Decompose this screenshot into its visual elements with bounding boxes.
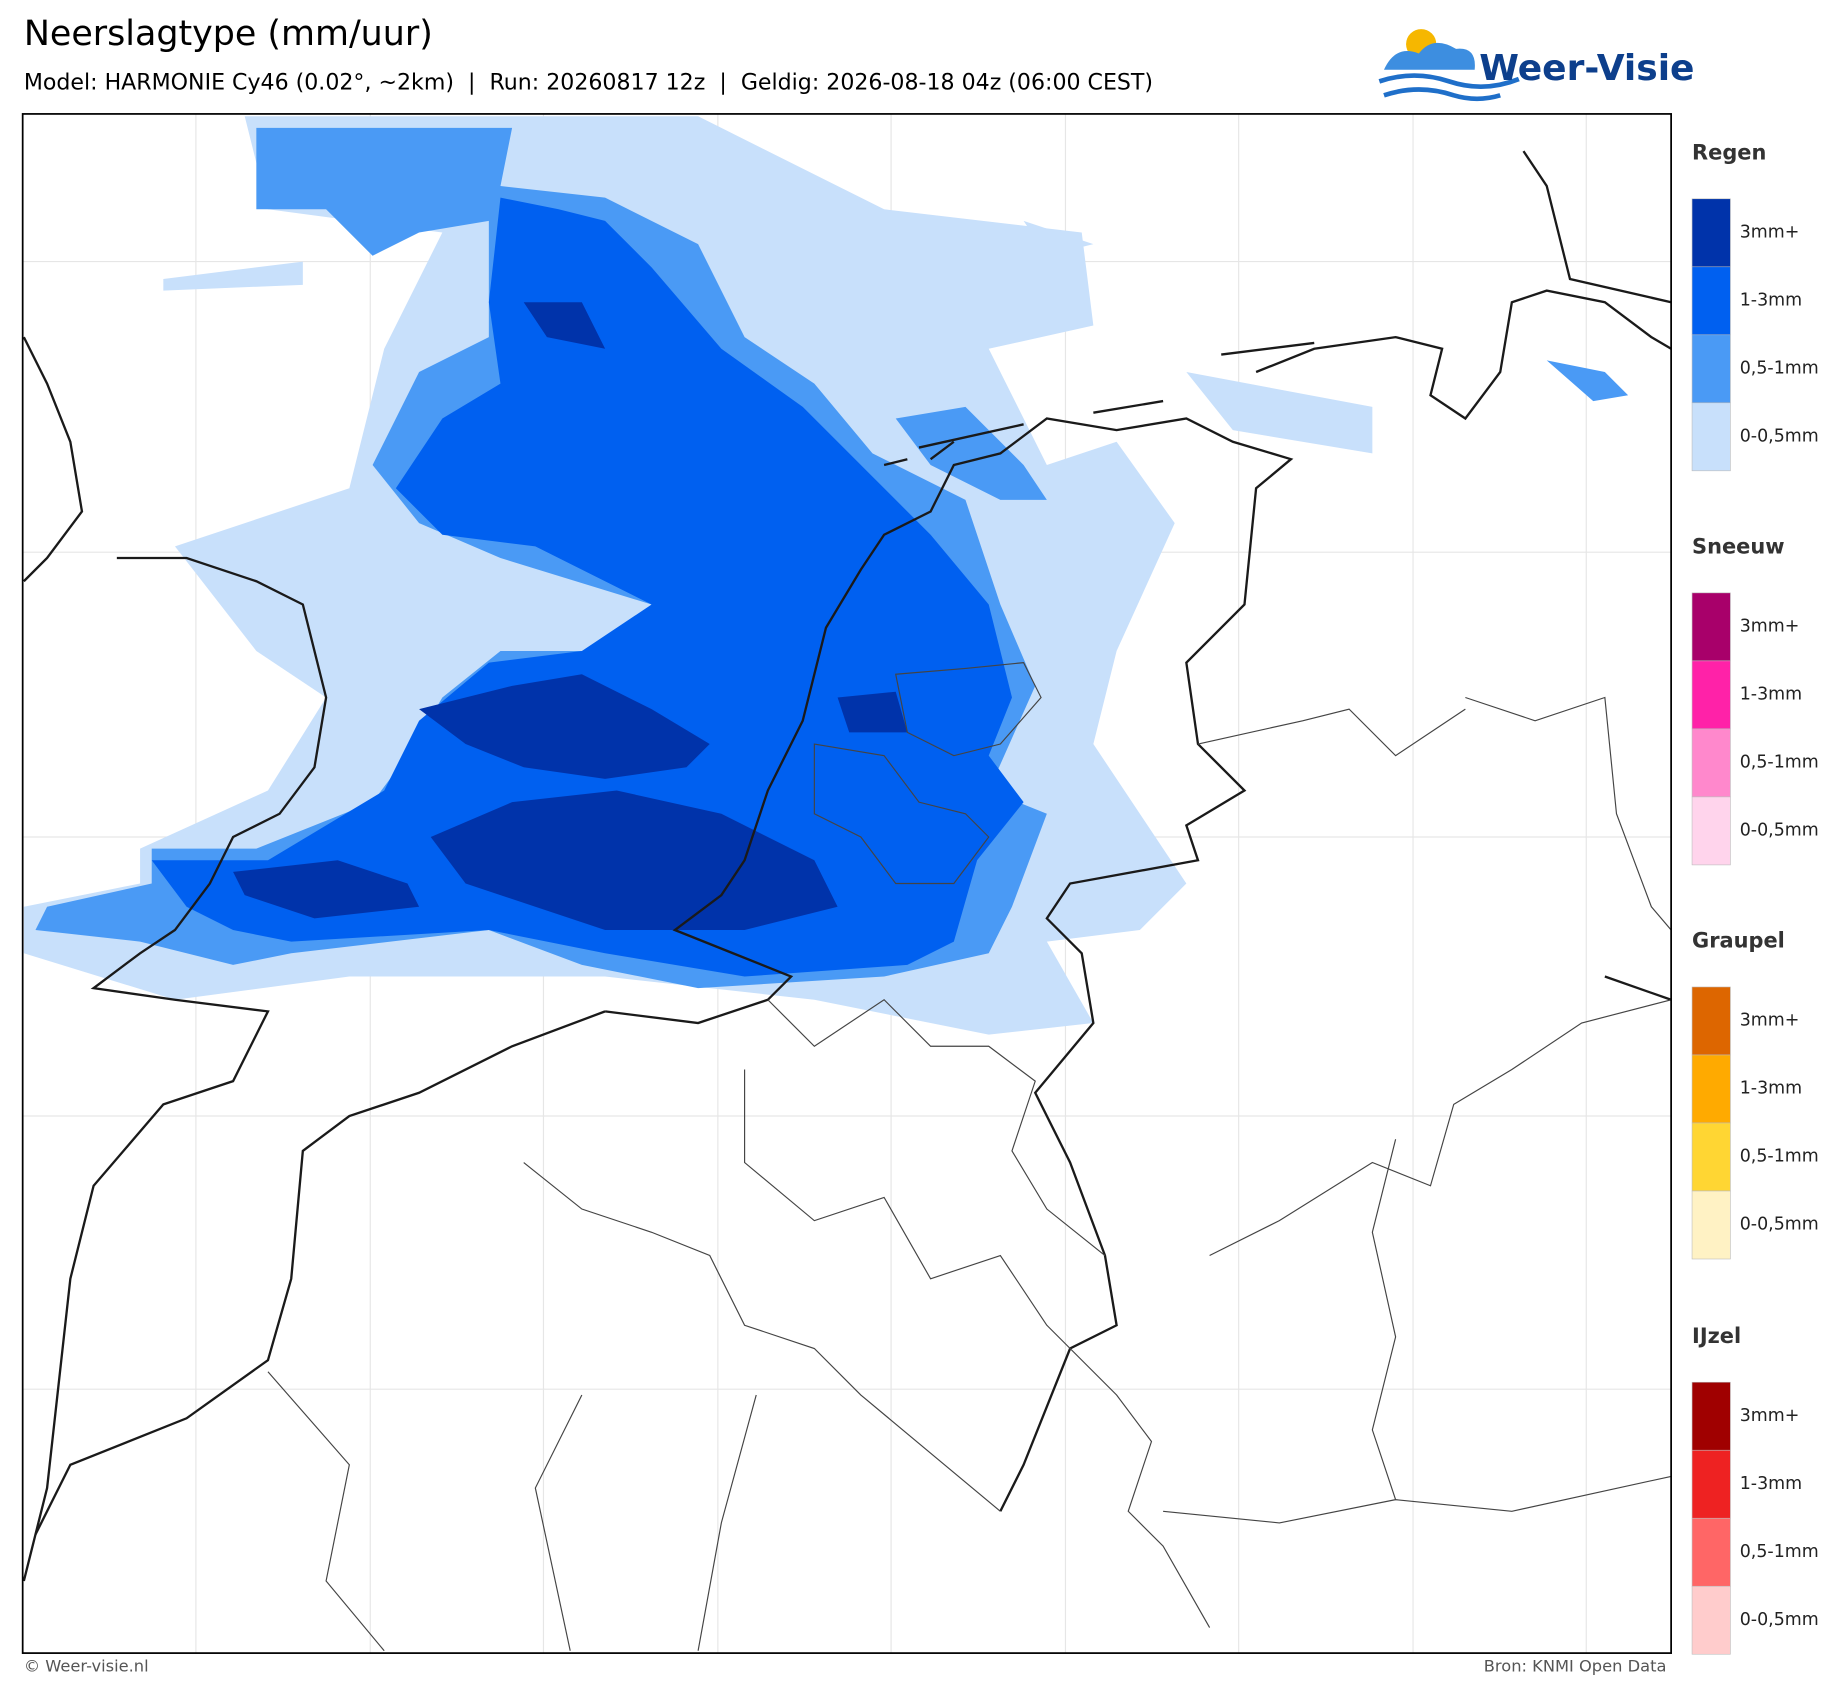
legend-swatch: [1691, 334, 1731, 404]
legend-swatch: [1691, 1122, 1731, 1192]
legend-label: 0-0,5mm: [1740, 1215, 1819, 1235]
legend-swatch: [1691, 728, 1731, 798]
legend-title: Sneeuw: [1692, 535, 1785, 559]
map: [22, 113, 1672, 1654]
legend-swatch: [1691, 796, 1731, 866]
coastlines: [22, 150, 1672, 1582]
legend-label: 1-3mm: [1740, 685, 1802, 705]
borders: [267, 662, 1672, 1652]
legend-label: 0-0,5mm: [1740, 1610, 1819, 1630]
copyright: © Weer-visie.nl: [24, 1657, 149, 1676]
subtitle: Model: HARMONIE Cy46 (0.02°, ~2km) | Run…: [24, 71, 1153, 96]
legend-label: 3mm+: [1740, 1406, 1800, 1426]
legend-label: 3mm+: [1740, 223, 1800, 243]
legend-title: Regen: [1692, 140, 1766, 164]
legend-swatch: [1691, 402, 1731, 472]
logo-text: Weer-Visie: [1479, 48, 1694, 89]
legend-label: 0,5-1mm: [1740, 1542, 1819, 1562]
legend-title: IJzel: [1692, 1324, 1741, 1348]
legend-swatch: [1691, 1449, 1731, 1519]
legend-swatch: [1691, 266, 1731, 336]
legend-swatch: [1691, 1517, 1731, 1587]
legend-label: 0-0,5mm: [1740, 821, 1819, 841]
source: Bron: KNMI Open Data: [1484, 1657, 1667, 1676]
legend-swatch: [1691, 660, 1731, 730]
legend-swatch: [1691, 1190, 1731, 1260]
legend-title: Graupel: [1692, 929, 1785, 953]
legend-swatch: [1691, 1381, 1731, 1451]
legend-label: 1-3mm: [1740, 1079, 1802, 1099]
legend-label: 0,5-1mm: [1740, 1147, 1819, 1167]
legend-swatch: [1691, 986, 1731, 1056]
legend-label: 1-3mm: [1740, 291, 1802, 311]
title: Neerslagtype (mm/uur): [24, 14, 433, 54]
legend-swatch: [1691, 1054, 1731, 1124]
legend: Regen 3mm+ 1-3mm 0,5-1mm 0-0,5mm Sneeuw 3mm+ 1-…: [1691, 140, 1819, 1655]
legend-label: 0-0,5mm: [1740, 427, 1819, 447]
legend-swatch: [1691, 198, 1731, 268]
legend-label: 3mm+: [1740, 617, 1800, 637]
legend-swatch: [1691, 1585, 1731, 1655]
legend-label: 0,5-1mm: [1740, 359, 1819, 379]
legend-label: 1-3mm: [1740, 1474, 1802, 1494]
legend-swatch: [1691, 592, 1731, 662]
logo: Weer-Visie: [1378, 29, 1694, 102]
precipitation: [23, 116, 1629, 1035]
legend-label: 3mm+: [1740, 1011, 1800, 1031]
legend-label: 0,5-1mm: [1740, 753, 1819, 773]
map-frame: [21, 113, 1672, 1654]
